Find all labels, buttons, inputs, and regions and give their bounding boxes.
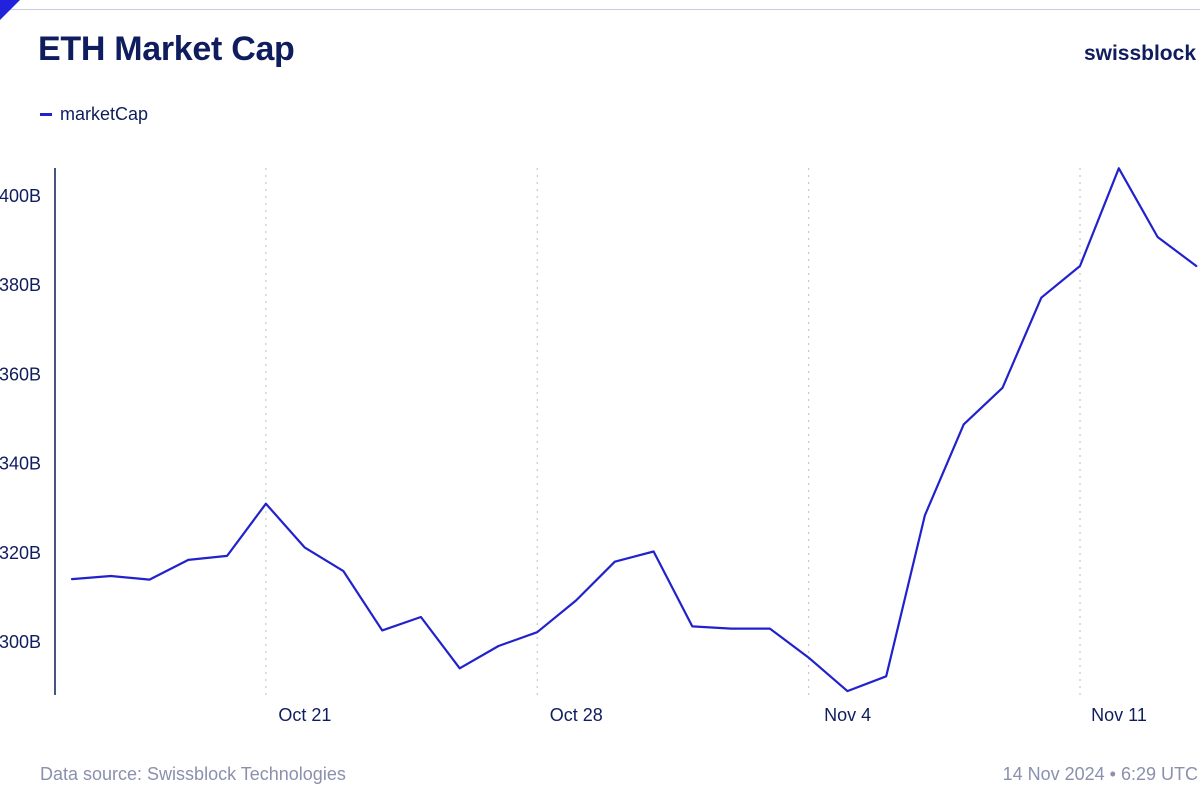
data-point — [225, 554, 229, 558]
data-point — [419, 615, 423, 619]
data-point — [458, 666, 462, 670]
data-point — [729, 627, 733, 631]
y-tick-label: 380B — [0, 275, 41, 295]
data-point — [768, 627, 772, 631]
chart-title: ETH Market Cap — [38, 30, 295, 68]
y-tick-label: 340B — [0, 454, 41, 474]
data-point — [1039, 296, 1043, 300]
data-source: Data source: Swissblock Technologies — [40, 764, 346, 784]
data-point — [652, 550, 656, 554]
brand-logo: swissblock — [1083, 42, 1196, 65]
legend[interactable]: marketCap — [40, 104, 148, 125]
data-point — [380, 628, 384, 632]
data-point — [1194, 264, 1198, 268]
timestamp: 14 Nov 2024 • 6:29 UTC — [1002, 764, 1198, 784]
line-chart: 300B 320B 340B 360B 380B 400B Oct 21 Oct 28 Nov … — [0, 166, 1198, 725]
data-point — [1001, 386, 1005, 390]
corner-mark — [0, 0, 20, 20]
legend-swatch — [40, 113, 52, 116]
data-point — [1078, 264, 1082, 268]
legend-label: marketCap — [60, 104, 149, 124]
data-point — [303, 545, 307, 549]
data-point — [962, 422, 966, 426]
data-point — [186, 558, 190, 562]
data-point — [1117, 166, 1121, 170]
y-tick-label: 400B — [0, 186, 41, 206]
y-tick-label: 360B — [0, 364, 41, 384]
x-tick-label: Nov 11 — [1091, 705, 1147, 725]
y-tick-label: 300B — [0, 632, 41, 652]
data-point — [341, 569, 345, 573]
data-point — [613, 560, 617, 564]
x-tick-label: Oct 21 — [278, 705, 331, 725]
data-point — [845, 689, 849, 693]
data-point — [497, 644, 501, 648]
top-rule — [0, 9, 1200, 10]
data-point — [70, 577, 74, 581]
data-point — [148, 578, 152, 582]
data-point — [1156, 235, 1160, 239]
data-point — [535, 630, 539, 634]
x-tick-label: Oct 28 — [550, 705, 603, 725]
x-tick-label: Nov 4 — [824, 705, 871, 725]
data-point — [884, 674, 888, 678]
data-point — [109, 574, 113, 578]
data-point — [574, 599, 578, 603]
data-point — [807, 656, 811, 660]
series-line-marketCap — [70, 167, 1198, 693]
data-point — [690, 624, 694, 628]
y-tick-label: 320B — [0, 543, 41, 563]
data-point — [923, 513, 927, 517]
data-point — [264, 502, 268, 506]
